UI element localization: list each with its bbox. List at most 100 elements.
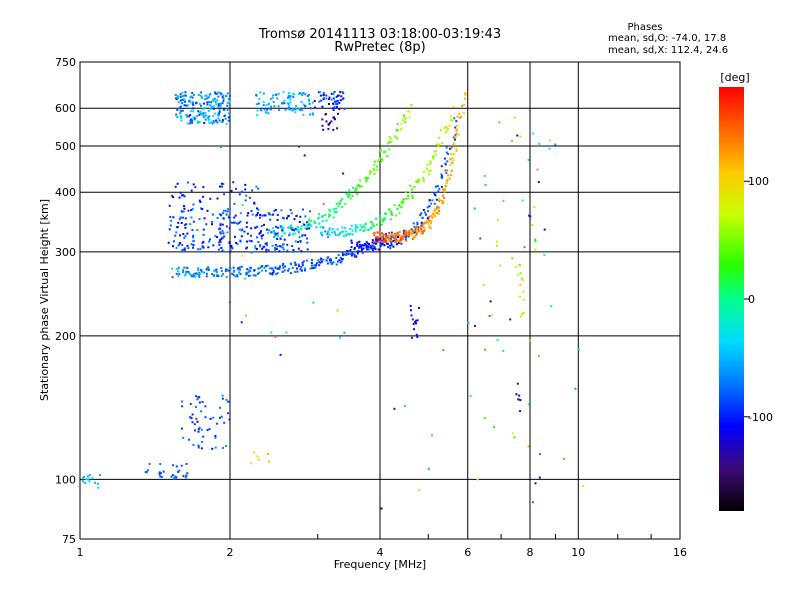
x-tick-label: 16 <box>673 546 687 559</box>
data-point <box>262 234 265 237</box>
data-point <box>197 430 200 433</box>
data-point <box>448 124 451 127</box>
data-point <box>198 396 201 399</box>
data-point <box>261 214 264 217</box>
data-point <box>191 121 194 124</box>
data-point <box>250 251 253 254</box>
data-point <box>314 266 317 269</box>
data-point <box>378 150 381 153</box>
data-point <box>169 224 172 227</box>
data-point <box>385 237 387 240</box>
data-point <box>381 219 384 222</box>
data-point <box>87 478 90 481</box>
data-point <box>264 269 267 272</box>
data-point <box>303 267 306 270</box>
data-point <box>196 398 199 401</box>
data-point <box>221 119 224 121</box>
data-point <box>308 221 311 224</box>
data-point <box>206 209 209 212</box>
data-point <box>263 266 266 269</box>
data-point <box>320 99 323 102</box>
data-point <box>428 199 431 202</box>
data-point <box>438 187 441 190</box>
data-point <box>390 235 393 238</box>
data-point <box>258 98 261 101</box>
data-point <box>202 102 205 105</box>
data-point <box>520 315 522 318</box>
data-point <box>193 272 196 275</box>
data-point <box>218 102 221 105</box>
data-point <box>342 234 345 237</box>
data-point <box>404 117 407 120</box>
data-point <box>268 460 270 463</box>
data-point <box>182 210 185 213</box>
data-point <box>424 228 427 231</box>
data-point <box>256 225 259 228</box>
data-point <box>304 234 307 237</box>
data-point <box>321 260 324 263</box>
data-point <box>210 101 213 104</box>
data-point <box>265 250 268 253</box>
data-point <box>415 232 418 235</box>
data-point <box>400 237 403 240</box>
data-point <box>97 486 100 489</box>
data-point <box>443 187 446 190</box>
data-point <box>445 130 448 133</box>
data-point <box>344 227 347 229</box>
data-point <box>349 249 352 252</box>
data-point <box>446 160 449 163</box>
data-point <box>183 223 186 226</box>
data-point <box>358 240 361 243</box>
data-point <box>198 250 201 253</box>
data-point <box>322 91 325 94</box>
data-point <box>245 273 248 276</box>
data-point <box>341 91 344 94</box>
x-tick-label: 8 <box>527 546 534 559</box>
data-point <box>405 230 407 233</box>
data-point <box>328 233 331 236</box>
data-point <box>192 239 195 242</box>
data-point <box>377 248 380 251</box>
data-point <box>398 212 401 215</box>
data-point <box>429 222 432 225</box>
data-point <box>434 193 436 196</box>
data-point <box>293 218 296 221</box>
data-point <box>192 246 194 249</box>
data-point <box>228 102 231 105</box>
data-point <box>433 192 436 195</box>
data-point <box>189 114 192 117</box>
data-point <box>578 348 580 351</box>
data-point <box>422 176 425 179</box>
data-point <box>429 160 432 163</box>
data-point <box>285 331 288 334</box>
data-point <box>192 203 195 206</box>
data-point <box>440 165 443 168</box>
data-point <box>276 214 279 216</box>
data-point <box>187 181 190 184</box>
data-point <box>375 242 377 245</box>
data-point <box>432 157 435 160</box>
data-point <box>363 244 365 247</box>
data-point <box>253 451 255 454</box>
data-point <box>218 248 220 251</box>
data-point <box>229 266 231 269</box>
data-point <box>358 246 360 249</box>
data-point <box>407 195 410 197</box>
data-point <box>224 209 227 212</box>
data-point <box>202 233 205 236</box>
data-point <box>177 101 180 104</box>
data-point <box>191 275 194 278</box>
data-point <box>382 233 385 236</box>
data-point <box>207 96 210 99</box>
data-point <box>349 232 352 235</box>
data-point <box>408 191 411 194</box>
data-point <box>192 110 195 113</box>
colorbar-tick-label: -100 <box>748 411 773 424</box>
data-point <box>398 204 401 207</box>
data-point <box>192 93 195 96</box>
data-point <box>430 215 433 218</box>
data-point <box>198 427 201 429</box>
data-point <box>309 210 312 213</box>
data-point <box>221 249 224 252</box>
data-point <box>375 236 377 239</box>
